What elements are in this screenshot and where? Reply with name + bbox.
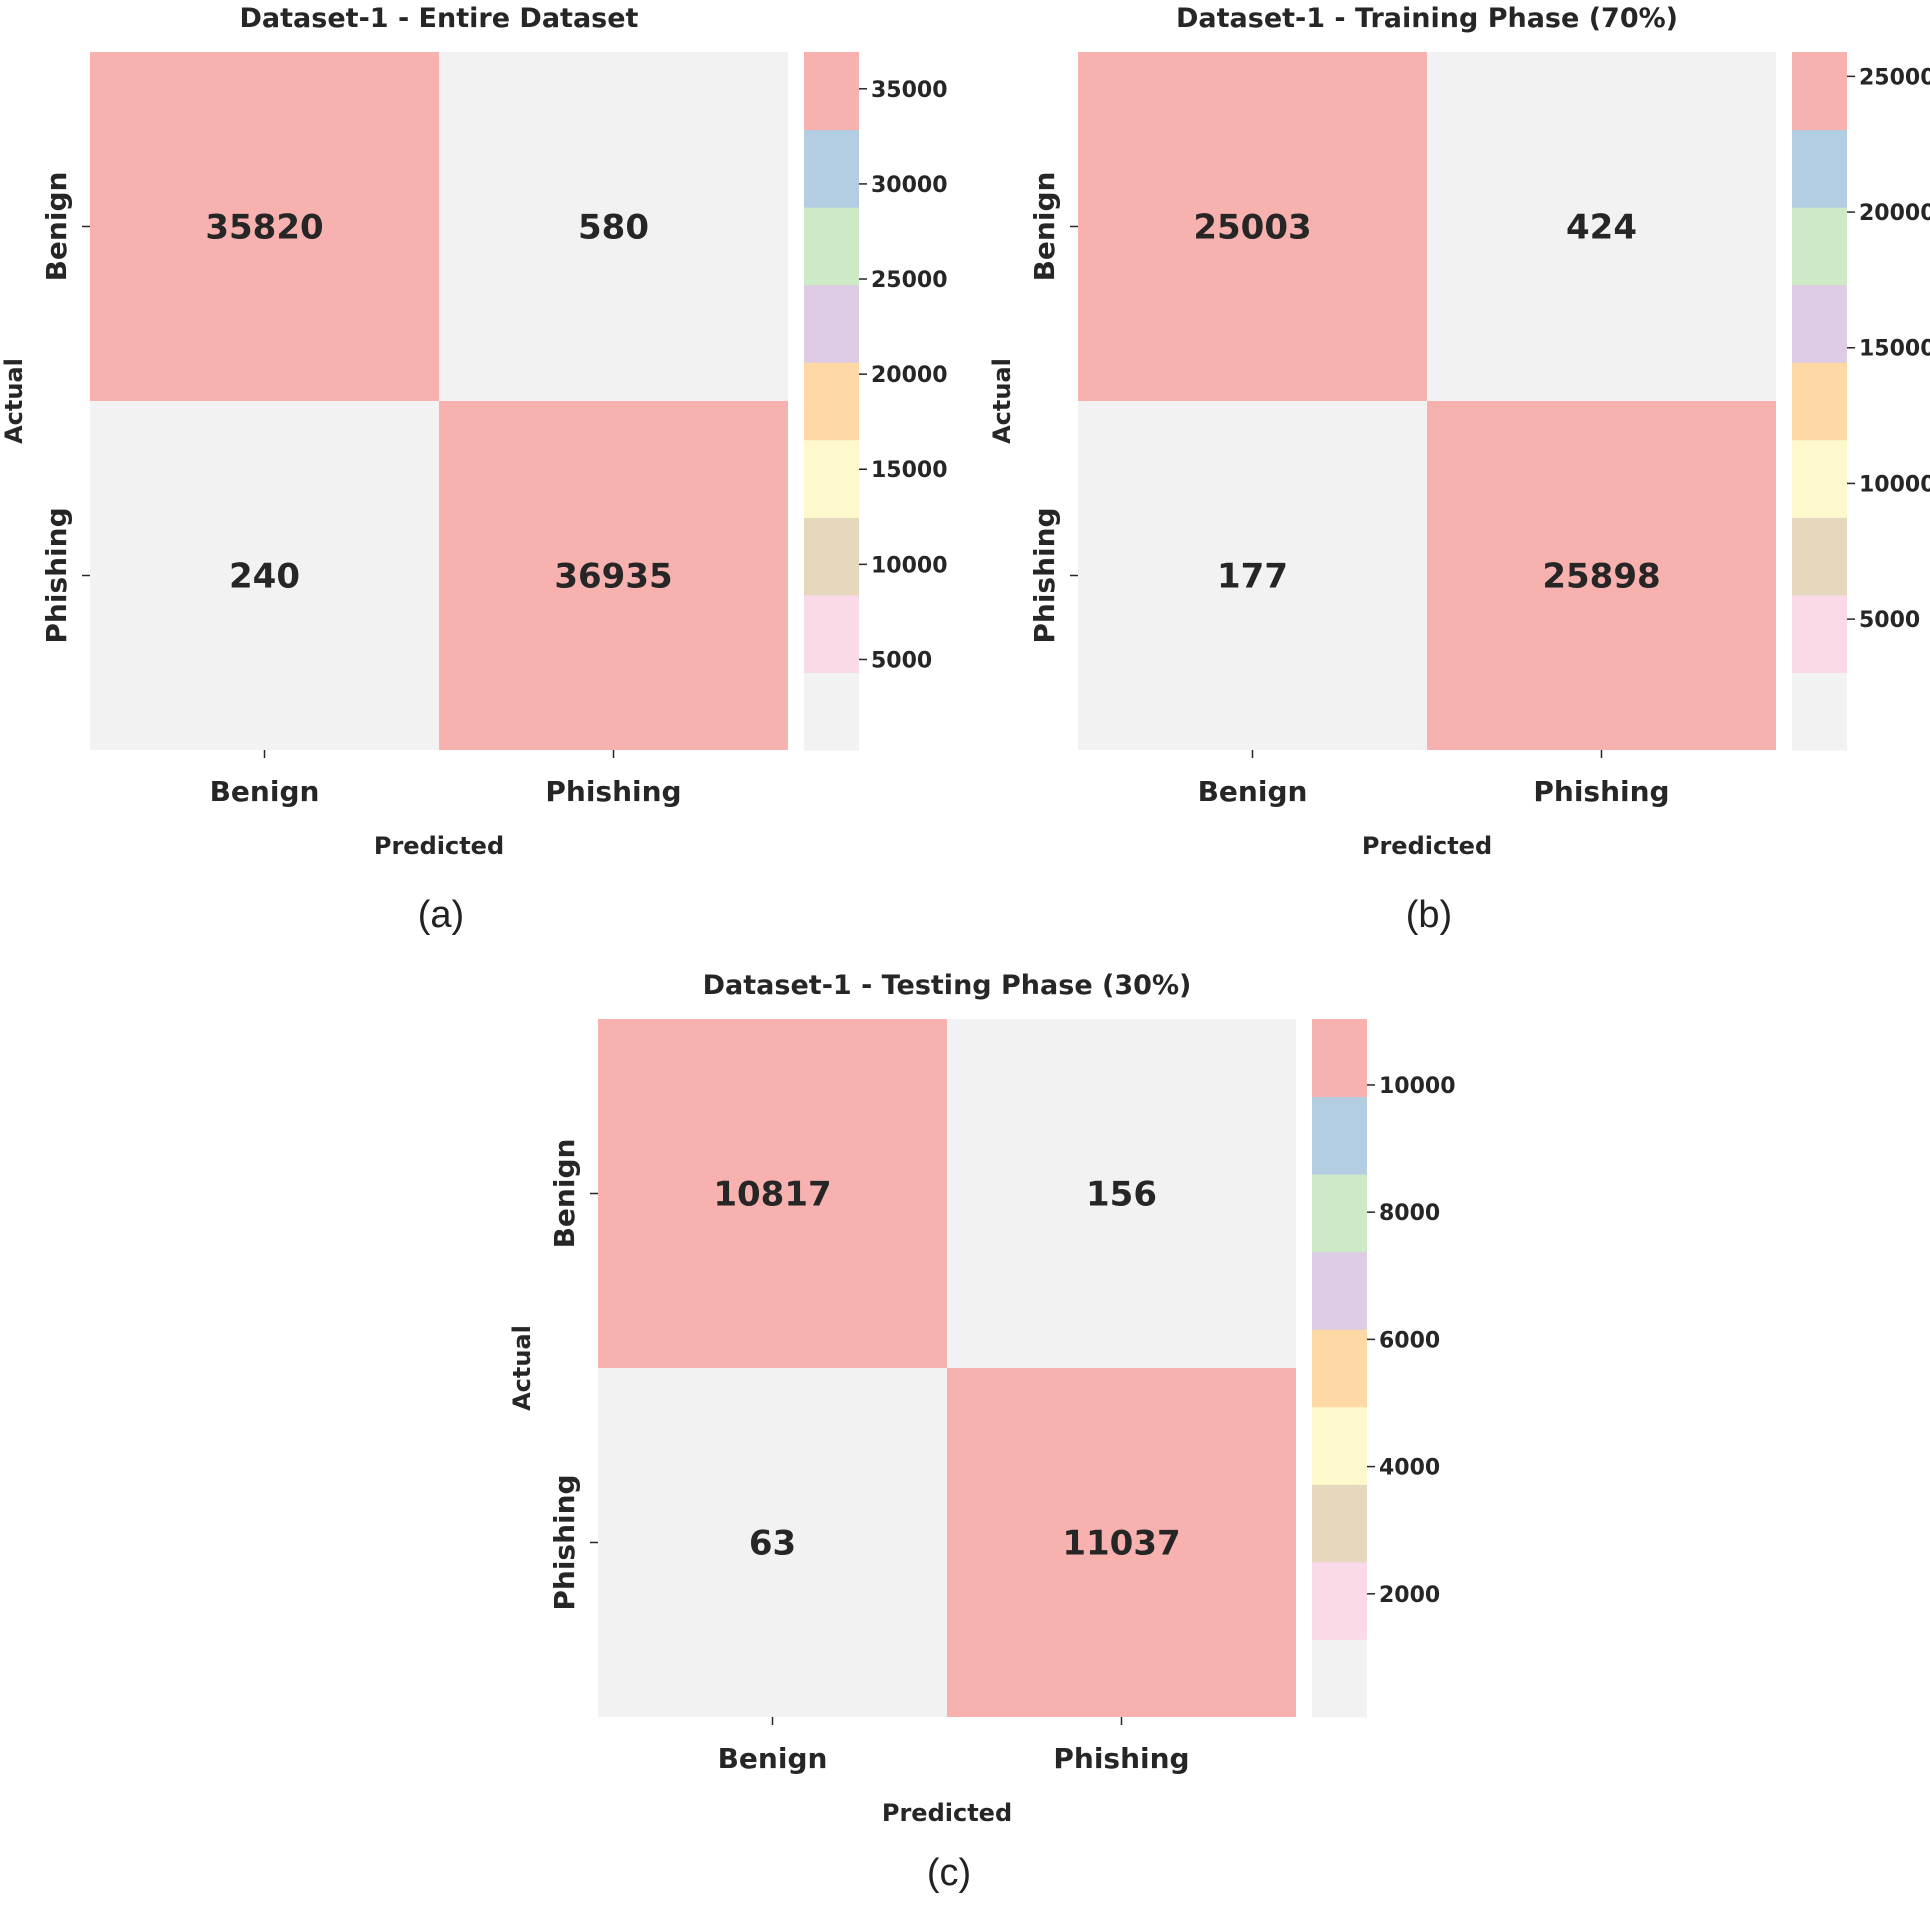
heatmap-cell — [1427, 52, 1776, 401]
y-tick-label: Phishing — [548, 1474, 581, 1610]
colorbar-band — [804, 672, 859, 751]
colorbar-tick-label: 35000 — [871, 78, 948, 103]
colorbar-tick-label: 20000 — [1859, 201, 1930, 226]
colorbar-tick-label: 8000 — [1379, 1201, 1440, 1226]
heatmap-cell — [947, 1368, 1296, 1717]
cell-value: 10817 — [713, 1175, 831, 1215]
colorbar-tick-label: 10000 — [871, 553, 948, 578]
cell-value: 177 — [1217, 557, 1288, 597]
chart-title: Dataset-1 - Testing Phase (30%) — [703, 970, 1192, 1001]
cell-value: 25003 — [1193, 208, 1311, 248]
y-tick-label: Phishing — [40, 507, 73, 643]
colorbar-band — [1792, 672, 1847, 751]
y-tick-label: Benign — [40, 172, 73, 282]
cell-value: 63 — [749, 1524, 796, 1564]
x-tick-label: Benign — [1198, 775, 1308, 808]
colorbar-band — [1312, 1251, 1367, 1330]
colorbar-tick-label: 6000 — [1379, 1328, 1440, 1353]
colorbar-band — [1792, 129, 1847, 208]
colorbar-tick-label: 25000 — [1859, 65, 1930, 90]
colorbar-band — [804, 439, 859, 518]
colorbar-tick-label: 15000 — [871, 458, 948, 483]
chart-title: Dataset-1 - Training Phase (70%) — [1176, 3, 1678, 34]
cell-value: 35820 — [205, 208, 323, 248]
colorbar-tick-label: 5000 — [1859, 608, 1920, 633]
y-tick-label: Benign — [1028, 172, 1061, 282]
heatmap-panel-c: Dataset-1 - Testing Phase (30%) 10817 156 6… — [508, 970, 1456, 1894]
cell-value: 11037 — [1062, 1524, 1180, 1564]
heatmap-panel-a: Dataset-1 - Entire Dataset 35820 580 240 369… — [0, 3, 948, 936]
colorbar-band — [1312, 1174, 1367, 1253]
colorbar-band — [1792, 207, 1847, 286]
colorbar-band — [1312, 1096, 1367, 1175]
colorbar-band — [1792, 284, 1847, 363]
heatmap-cell — [598, 1019, 947, 1368]
heatmap-panel-b: Dataset-1 - Training Phase (70%) 25003 424… — [988, 3, 1930, 936]
colorbar-band — [1792, 594, 1847, 673]
heatmap-cell — [947, 1019, 1296, 1368]
heatmap-cell — [90, 401, 439, 750]
colorbar-tick-label: 10000 — [1859, 472, 1930, 497]
cell-value: 25898 — [1542, 557, 1660, 597]
colorbar-band — [1792, 362, 1847, 441]
colorbar-tick-label: 25000 — [871, 268, 948, 293]
colorbar-band — [1792, 517, 1847, 596]
panel-label: (a) — [418, 894, 464, 936]
heatmap-cell — [439, 401, 788, 750]
heatmap-cell — [1078, 401, 1427, 750]
panel-label: (b) — [1406, 894, 1452, 936]
colorbar-tick-label: 10000 — [1379, 1074, 1456, 1099]
chart-title: Dataset-1 - Entire Dataset — [240, 3, 639, 34]
colorbar-band — [804, 129, 859, 208]
colorbar-band — [804, 52, 859, 131]
heatmap-cell — [598, 1368, 947, 1717]
colorbar-tick-label: 4000 — [1379, 1456, 1440, 1481]
heatmap-cell — [90, 52, 439, 401]
cell-value: 156 — [1086, 1175, 1157, 1215]
x-axis-label: Predicted — [1362, 832, 1492, 860]
panel-label: (c) — [927, 1852, 971, 1894]
x-tick-label: Benign — [718, 1742, 828, 1775]
x-tick-label: Phishing — [1053, 1742, 1189, 1775]
heatmap-cell — [1427, 401, 1776, 750]
colorbar-tick-label: 5000 — [871, 648, 932, 673]
y-axis-label: Actual — [508, 1325, 536, 1411]
colorbar-band — [804, 362, 859, 441]
y-axis-label: Actual — [988, 358, 1016, 444]
x-tick-label: Benign — [210, 775, 320, 808]
colorbar-band — [1792, 439, 1847, 518]
x-tick-label: Phishing — [1533, 775, 1669, 808]
colorbar-tick-label: 15000 — [1859, 337, 1930, 362]
colorbar-tick-label: 2000 — [1379, 1583, 1440, 1608]
colorbar-band — [804, 594, 859, 673]
colorbar-band — [804, 517, 859, 596]
y-tick-label: Benign — [548, 1139, 581, 1249]
heatmap-cell — [1078, 52, 1427, 401]
colorbar-band — [1792, 52, 1847, 131]
colorbar-band — [1312, 1019, 1367, 1098]
colorbar-band — [804, 207, 859, 286]
cell-value: 580 — [578, 208, 649, 248]
colorbar-band — [1312, 1639, 1367, 1718]
colorbar-band — [1312, 1329, 1367, 1408]
cell-value: 36935 — [554, 557, 672, 597]
cell-value: 240 — [229, 557, 300, 597]
colorbar-band — [1312, 1484, 1367, 1563]
colorbar-tick-label: 30000 — [871, 173, 948, 198]
y-tick-label: Phishing — [1028, 507, 1061, 643]
heatmap-cell — [439, 52, 788, 401]
x-axis-label: Predicted — [882, 1799, 1012, 1827]
colorbar-band — [804, 284, 859, 363]
colorbar-band — [1312, 1406, 1367, 1485]
x-axis-label: Predicted — [374, 832, 504, 860]
x-tick-label: Phishing — [545, 775, 681, 808]
cell-value: 424 — [1566, 208, 1637, 248]
colorbar-tick-label: 20000 — [871, 363, 948, 388]
y-axis-label: Actual — [0, 358, 28, 444]
colorbar-band — [1312, 1561, 1367, 1640]
